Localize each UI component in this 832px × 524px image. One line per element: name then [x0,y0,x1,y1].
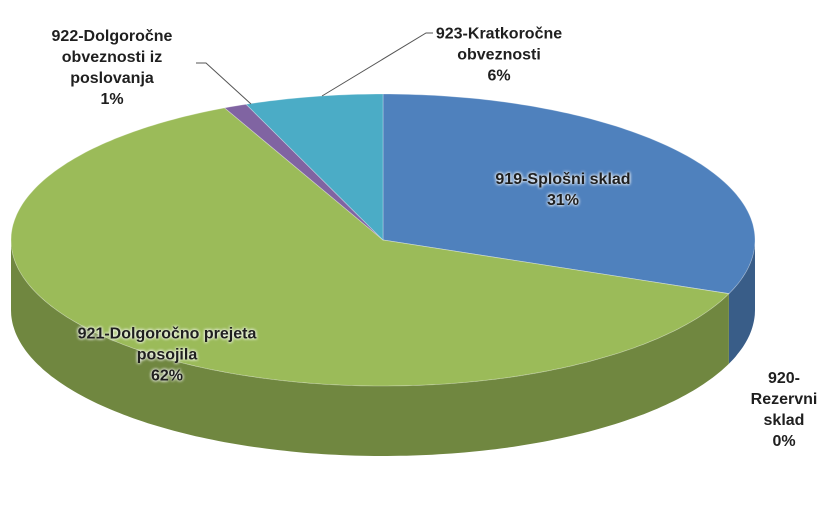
value-label: 6% [487,67,511,85]
pie-tops [10,93,756,387]
value-label: 62% [150,367,184,385]
pie-sides [11,240,755,456]
pie-side [728,240,755,364]
leader-line [321,32,433,97]
category-label: 921-Dolgoročno prejeta posojila [77,325,257,364]
pie-side [11,240,729,456]
value-label: 1% [100,91,124,108]
slice-label: 922-Dolgoročne obveznosti iz poslovanja 1… [27,26,197,110]
pie-slice [382,93,756,295]
value-label: 31% [546,192,580,209]
slice-label: 920-Rezervni sklad 0% [744,368,824,452]
value-label: 0% [772,433,796,450]
category-label: 920-Rezervni sklad [750,370,818,429]
slice-label: 923-Kratkoročne obveznosti 6% [404,24,594,87]
category-label: 923-Kratkoročne obveznosti [435,25,563,64]
slice-label: 921-Dolgoročno prejeta posojila 62% [67,324,267,387]
slice-label: 919-Splošni sklad 31% [468,169,658,211]
pie-slice [10,107,730,387]
pie-slice [245,93,384,241]
category-label: 922-Dolgoročne obveznosti iz poslovanja [51,28,173,87]
category-label: 919-Splošni sklad [495,171,631,188]
leader-line [196,62,252,105]
